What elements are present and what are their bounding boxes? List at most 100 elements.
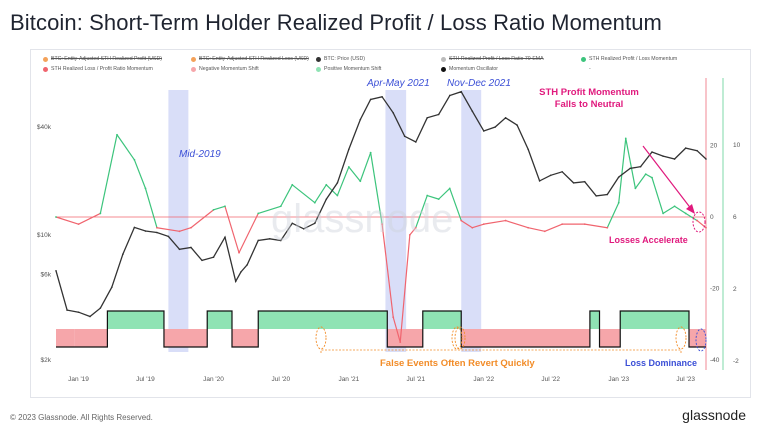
price-point	[527, 148, 529, 151]
y-price-tick-label: $10k	[37, 232, 52, 239]
momentum-point	[414, 226, 417, 229]
price-point	[240, 271, 242, 273]
legend-item[interactable]: STH Realized Loss / Profit Ratio Momentu…	[43, 66, 153, 72]
price-point	[696, 149, 698, 152]
momentum-point	[696, 219, 699, 222]
momentum-point	[291, 183, 294, 186]
legend-label: STH Realized Profit / Loss Momentum	[589, 56, 678, 62]
momentum-point	[460, 219, 463, 222]
momentum-segment	[409, 227, 417, 236]
highlight-band	[385, 90, 407, 352]
price-point	[66, 309, 68, 311]
y-price-tick-label: $6k	[41, 272, 52, 279]
momentum-segment	[190, 209, 214, 229]
legend-item[interactable]: -	[581, 66, 591, 72]
price-point	[111, 286, 113, 288]
momentum-segment	[179, 227, 192, 232]
price-point	[325, 198, 328, 201]
negative-shift-band	[56, 329, 75, 347]
momentum-segment	[472, 223, 484, 229]
price-point	[392, 112, 395, 114]
momentum-point	[705, 226, 707, 229]
x-tick-label: Jul '21	[406, 376, 425, 383]
momentum-point	[55, 216, 57, 218]
x-tick-label: Jan '19	[68, 376, 89, 383]
x-tick-label: Jul '20	[272, 376, 291, 383]
momentum-point	[144, 187, 147, 190]
momentum-point	[77, 223, 80, 226]
momentum-point	[543, 230, 546, 233]
price-point	[257, 239, 260, 242]
y-price-tick-label: $2k	[41, 357, 52, 364]
momentum-segment	[634, 173, 647, 189]
x-tick-label: Jan '21	[338, 376, 359, 383]
momentum-point	[212, 208, 215, 211]
annotation-nov-dec-2021: Nov-Dec 2021	[447, 78, 511, 89]
momentum-segment	[544, 223, 563, 232]
momentum-point	[583, 223, 586, 226]
momentum-point	[224, 205, 226, 208]
annotation-false-event-marker	[675, 326, 687, 350]
momentum-segment	[528, 227, 545, 232]
momentum-segment	[78, 212, 101, 225]
legend-item[interactable]: BTC: Entity-Adjusted STH Realized Loss (…	[191, 56, 309, 62]
momentum-point	[617, 201, 620, 204]
price-point	[122, 253, 124, 255]
annotation-apr-may-2021: Apr-May 2021	[366, 78, 430, 89]
annotation-false-event-marker	[315, 326, 327, 350]
momentum-point	[133, 158, 136, 161]
legend-item[interactable]: Positive Momentum Shift	[316, 66, 381, 72]
legend-swatch	[43, 56, 48, 62]
momentum-point	[527, 226, 530, 229]
momentum-oscillator-line	[56, 310, 706, 348]
momentum-point	[662, 212, 665, 215]
momentum-point	[238, 251, 240, 254]
momentum-point	[482, 223, 485, 226]
legend-item[interactable]: STH Realized Profit / Loss Momentum	[581, 56, 677, 62]
momentum-segment	[625, 138, 636, 189]
price-point	[583, 180, 586, 183]
positive-shift-band	[107, 311, 164, 329]
price-point	[595, 195, 597, 197]
annotation-false-events-bracket	[320, 349, 682, 353]
legend-item[interactable]: Negative Momentum Shift	[191, 66, 259, 72]
legend-item[interactable]: STH Realized Profit / Loss Ratio 70-EMA	[441, 56, 544, 62]
legend-item[interactable]: Momentum Oscillator	[441, 66, 498, 72]
momentum-segment	[238, 213, 259, 254]
price-point	[89, 315, 91, 318]
momentum-point	[279, 205, 282, 208]
y-momentum-tick-label: -20	[710, 286, 720, 293]
momentum-segment	[399, 234, 411, 343]
momentum-segment	[618, 138, 627, 203]
momentum-point	[178, 230, 181, 233]
momentum-segment	[359, 152, 372, 182]
price-point	[561, 170, 563, 173]
momentum-segment	[213, 205, 226, 211]
price-point	[639, 165, 642, 168]
price-point	[705, 158, 707, 160]
price-point	[494, 126, 497, 128]
y-oscillator-tick-label: 10	[733, 142, 741, 149]
legend-swatch	[581, 56, 586, 62]
momentum-segment	[674, 205, 686, 214]
price-point	[606, 193, 609, 196]
negative-shift-band	[179, 329, 208, 347]
momentum-segment	[449, 188, 462, 221]
y-price-tick-label: $40k	[37, 124, 52, 131]
legend-item[interactable]: BTC: Entity-Adjusted STH Realized Profit…	[43, 56, 162, 62]
momentum-segment	[156, 227, 180, 232]
price-point	[302, 228, 305, 230]
momentum-segment	[606, 202, 620, 228]
price-point	[314, 222, 316, 225]
y-momentum-tick-label: -40	[710, 357, 720, 364]
momentum-point	[673, 205, 676, 208]
price-point	[403, 135, 406, 138]
momentum-point	[504, 219, 507, 222]
legend-item[interactable]: BTC: Price (USD)	[316, 56, 365, 62]
momentum-segment	[55, 216, 79, 225]
y-oscillator-tick-label: 2	[733, 286, 737, 293]
annotation-arrow-line	[642, 145, 693, 211]
momentum-point	[359, 180, 362, 183]
price-point	[246, 264, 248, 266]
momentum-point	[471, 226, 474, 229]
